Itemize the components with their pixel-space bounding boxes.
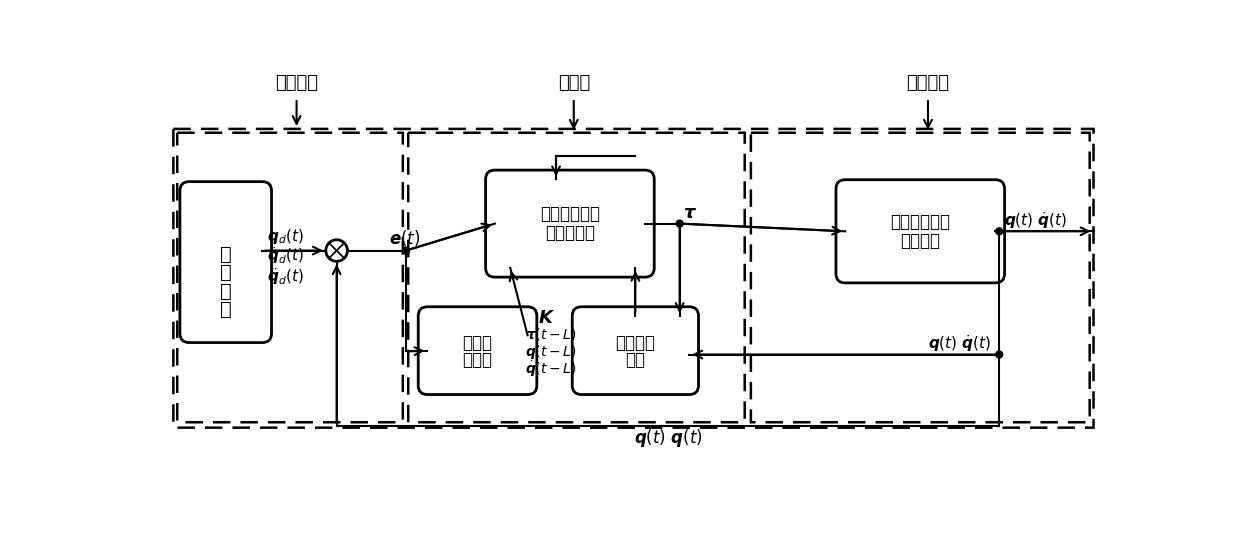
Text: $\dot{\boldsymbol{q}}_d(t)$: $\dot{\boldsymbol{q}}_d(t)$ (266, 246, 304, 266)
Text: 技术: 技术 (626, 351, 646, 369)
Text: $\boldsymbol{q}(t)\ \dot{\boldsymbol{q}}(t)$: $\boldsymbol{q}(t)\ \dot{\boldsymbol{q}}… (1004, 210, 1067, 231)
Text: $\boldsymbol{K}$: $\boldsymbol{K}$ (539, 309, 555, 327)
Text: 新型自: 新型自 (462, 334, 493, 352)
Text: 期: 期 (219, 245, 232, 264)
Circle shape (403, 247, 409, 254)
Text: $\dot{\boldsymbol{q}}(t-L)$: $\dot{\boldsymbol{q}}(t-L)$ (525, 359, 577, 379)
FancyBboxPatch shape (836, 180, 1005, 283)
Text: 迹: 迹 (219, 300, 232, 319)
Text: 滑模控制器: 滑模控制器 (545, 224, 595, 242)
Circle shape (996, 351, 1002, 358)
Text: 汽车电泳涂装: 汽车电泳涂装 (891, 213, 950, 231)
Text: $\boldsymbol{\tau}$: $\boldsymbol{\tau}$ (683, 204, 696, 222)
Text: 控制器: 控制器 (558, 73, 590, 92)
Text: $\boldsymbol{q}(t)\ \dot{\boldsymbol{q}}(t)$: $\boldsymbol{q}(t)\ \dot{\boldsymbol{q}}… (928, 333, 991, 354)
FancyBboxPatch shape (486, 170, 654, 277)
Circle shape (326, 240, 347, 261)
Text: 混联机构: 混联机构 (907, 73, 949, 92)
FancyBboxPatch shape (180, 181, 271, 342)
Text: 输送机构: 输送机构 (901, 232, 940, 249)
Text: $\boldsymbol{e}(t)$: $\boldsymbol{e}(t)$ (389, 228, 420, 248)
Text: $\boldsymbol{q}(t)\ \dot{\boldsymbol{q}}(t)$: $\boldsymbol{q}(t)\ \dot{\boldsymbol{q}}… (633, 426, 703, 450)
Text: $\boldsymbol{q}(t-L)$: $\boldsymbol{q}(t-L)$ (525, 343, 577, 361)
Circle shape (676, 220, 683, 227)
Text: 无模型自适应: 无模型自适应 (540, 206, 600, 224)
FancyBboxPatch shape (419, 307, 536, 395)
Text: $\ddot{\boldsymbol{q}}_d(t)$: $\ddot{\boldsymbol{q}}_d(t)$ (266, 266, 304, 287)
Text: 系统输入: 系统输入 (275, 73, 318, 92)
Text: 适应律: 适应律 (462, 351, 493, 369)
Text: 时延估计: 时延估计 (616, 334, 655, 352)
Circle shape (996, 228, 1002, 235)
Text: $\boldsymbol{q}_d(t)$: $\boldsymbol{q}_d(t)$ (266, 227, 304, 246)
Text: 轨: 轨 (219, 282, 232, 301)
Text: 望: 望 (219, 264, 232, 282)
Text: $\boldsymbol{\tau}(t-L)$: $\boldsymbol{\tau}(t-L)$ (527, 326, 577, 342)
FancyBboxPatch shape (572, 307, 699, 395)
